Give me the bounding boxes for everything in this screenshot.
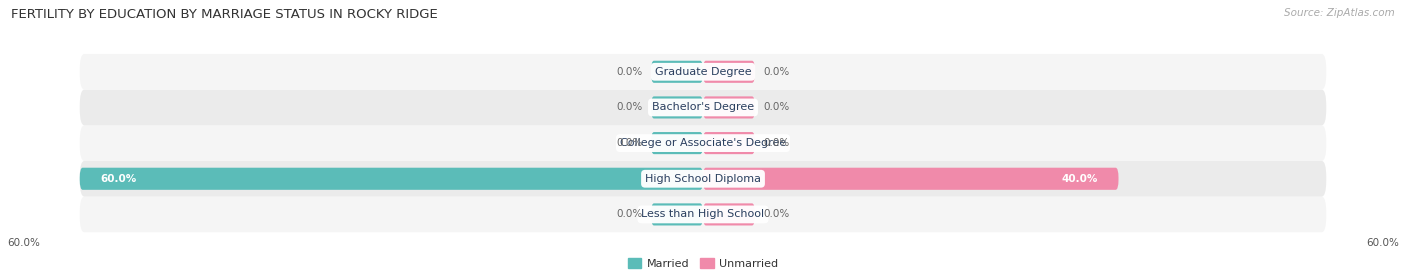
FancyBboxPatch shape [651,96,703,119]
Legend: Married, Unmarried: Married, Unmarried [623,254,783,270]
FancyBboxPatch shape [80,197,1326,232]
Text: Less than High School: Less than High School [641,210,765,220]
Text: College or Associate's Degree: College or Associate's Degree [620,138,786,148]
FancyBboxPatch shape [80,90,1326,125]
FancyBboxPatch shape [703,96,755,119]
Text: 60.0%: 60.0% [100,174,136,184]
FancyBboxPatch shape [651,61,703,83]
FancyBboxPatch shape [651,132,703,154]
Text: 0.0%: 0.0% [763,102,790,112]
Text: 60.0%: 60.0% [1367,238,1399,248]
FancyBboxPatch shape [651,203,703,225]
FancyBboxPatch shape [703,132,755,154]
Text: FERTILITY BY EDUCATION BY MARRIAGE STATUS IN ROCKY RIDGE: FERTILITY BY EDUCATION BY MARRIAGE STATU… [11,8,439,21]
Text: 0.0%: 0.0% [763,138,790,148]
Text: 0.0%: 0.0% [616,138,643,148]
FancyBboxPatch shape [703,203,755,225]
Text: High School Diploma: High School Diploma [645,174,761,184]
Text: 0.0%: 0.0% [616,210,643,220]
Text: 60.0%: 60.0% [7,238,39,248]
Text: 0.0%: 0.0% [763,67,790,77]
FancyBboxPatch shape [703,61,755,83]
Text: 0.0%: 0.0% [763,210,790,220]
Text: Bachelor's Degree: Bachelor's Degree [652,102,754,112]
Text: 0.0%: 0.0% [616,67,643,77]
FancyBboxPatch shape [80,168,703,190]
Text: 40.0%: 40.0% [1062,174,1098,184]
FancyBboxPatch shape [703,168,1119,190]
FancyBboxPatch shape [80,161,1326,197]
Text: 0.0%: 0.0% [616,102,643,112]
Text: Source: ZipAtlas.com: Source: ZipAtlas.com [1284,8,1395,18]
FancyBboxPatch shape [80,125,1326,161]
Text: Graduate Degree: Graduate Degree [655,67,751,77]
FancyBboxPatch shape [80,54,1326,90]
